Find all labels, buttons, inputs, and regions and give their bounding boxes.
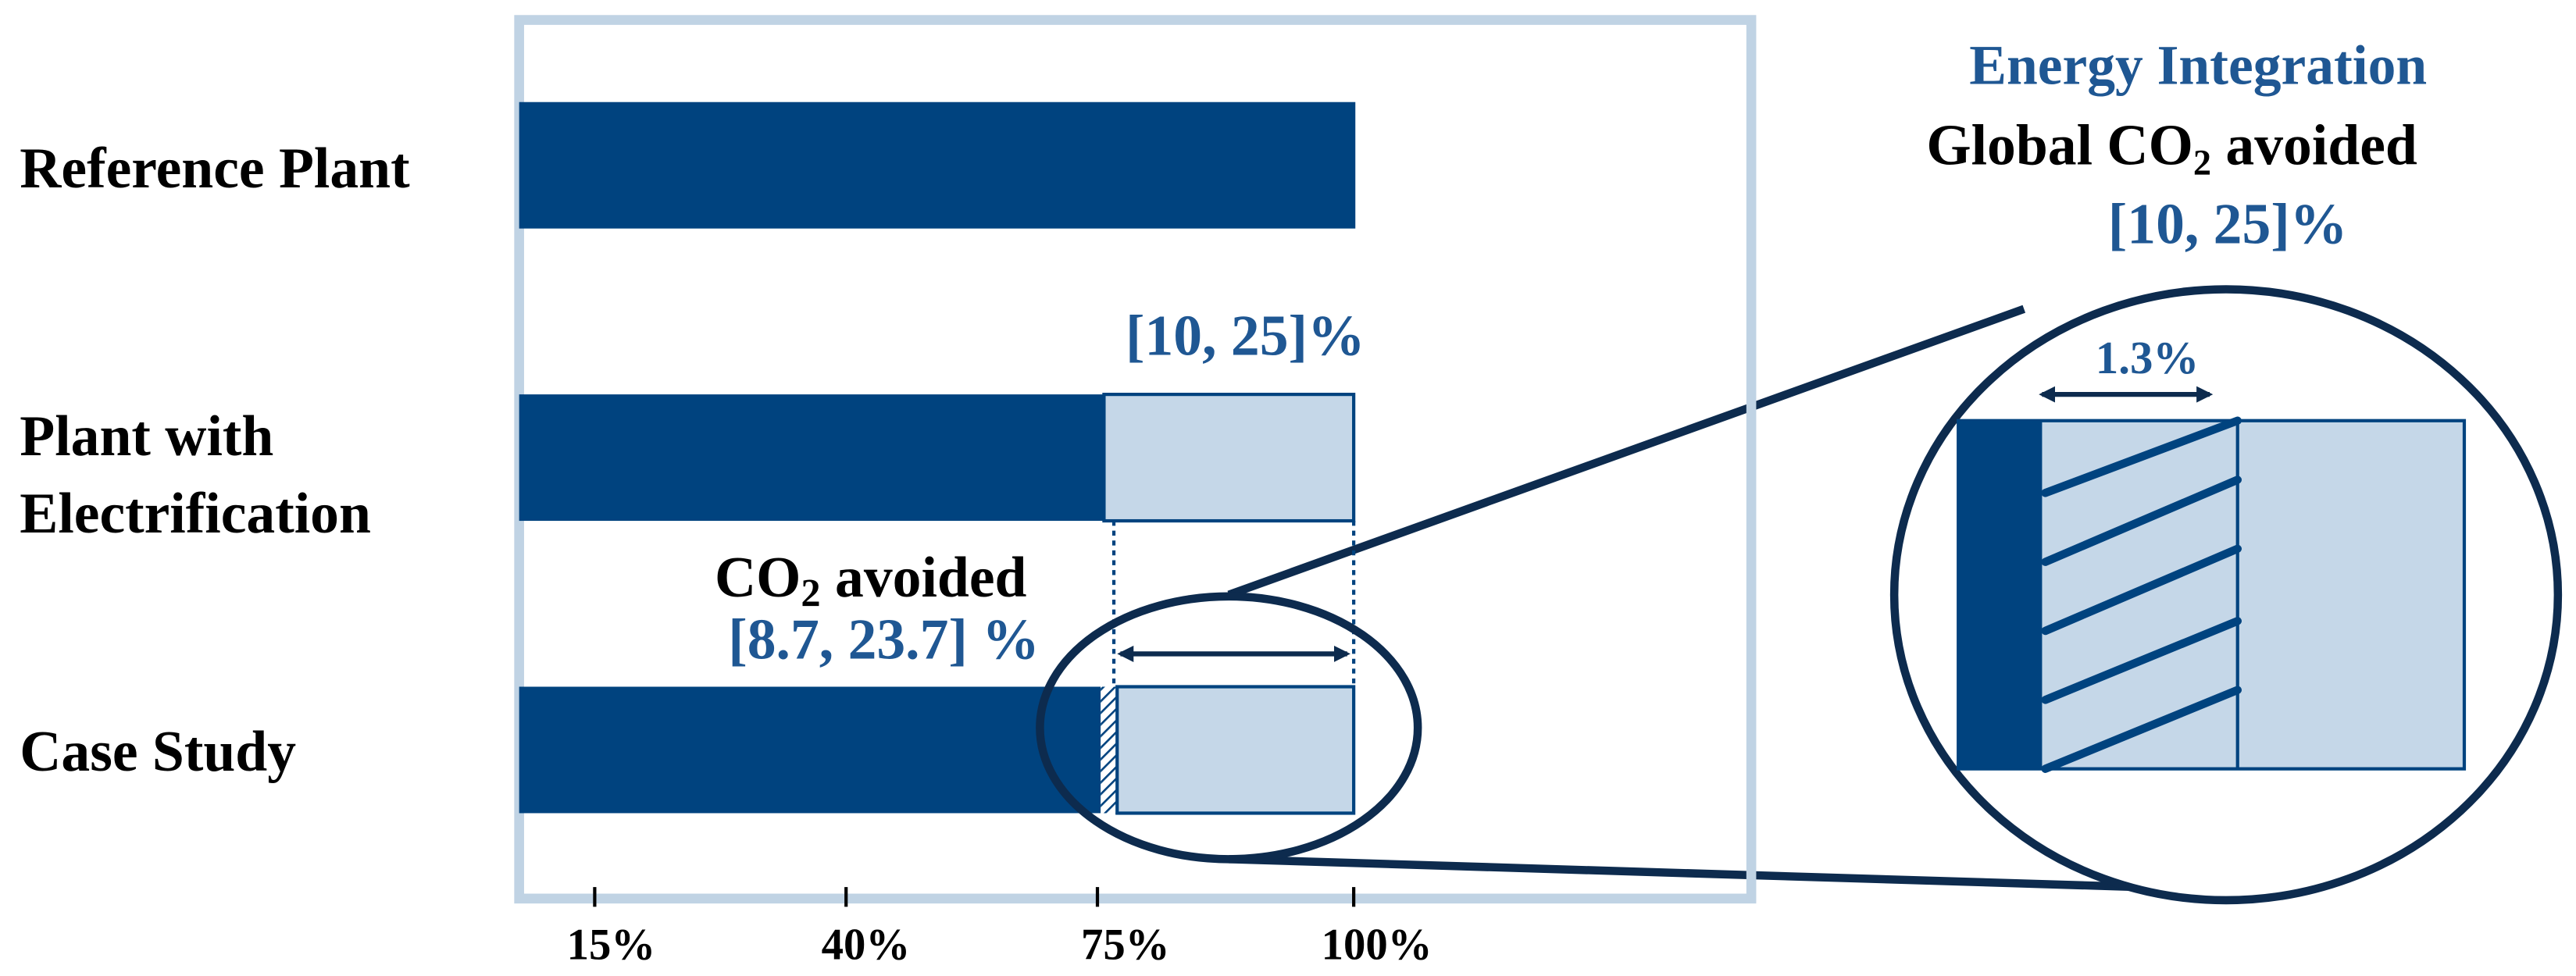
zoom-title: Energy Integration: [1969, 35, 2427, 97]
zoom-line: [1227, 305, 2026, 599]
hatch-line: [2041, 544, 2242, 636]
x-tick-label: 100%: [1322, 921, 1432, 970]
subscript: 2: [2193, 143, 2211, 183]
hatch-line: [2041, 686, 2242, 773]
zoom-ellipse: [1036, 592, 1422, 864]
x-tick-label: 40%: [822, 921, 911, 970]
bar: [519, 102, 1356, 229]
note-text: Global CO: [1926, 113, 2193, 177]
row-label: Reference Plant: [20, 136, 410, 200]
zoom-bar: [1958, 420, 2043, 769]
zoom-line: [1229, 855, 2139, 892]
bar-avoided: [1115, 685, 1356, 815]
bar-avoided: [1102, 393, 1356, 523]
zoom-bar-avoided: [1957, 419, 2467, 771]
range-label: [10, 25]%: [2108, 192, 2348, 256]
hatch-line: [2041, 476, 2242, 566]
row-label: Case Study: [20, 719, 296, 783]
hatch-line: [2041, 617, 2242, 704]
zoom-hatch: [2041, 416, 2242, 773]
note: CO2 avoided: [715, 545, 1027, 615]
note-text: avoided: [821, 545, 1027, 609]
x-tick-label: 75%: [1081, 921, 1170, 970]
bar: [519, 394, 1104, 522]
bar: [519, 686, 1101, 814]
bar-hatch: [1101, 686, 1118, 814]
note-text: avoided: [2211, 113, 2417, 177]
hatch-line: [2041, 416, 2242, 497]
x-tick-label: 15%: [567, 921, 656, 970]
detail-label: 1.3%: [2096, 333, 2199, 383]
subscript: 2: [801, 571, 820, 614]
row-label: Plant with: [20, 404, 273, 468]
range-label: [10, 25]%: [1126, 304, 1365, 368]
range-label: [8.7, 23.7] %: [728, 607, 1040, 671]
note-text: CO: [715, 545, 801, 609]
zoom-subtitle: Global CO2 avoided: [1926, 113, 2417, 183]
row-label: Electrification: [20, 481, 371, 545]
